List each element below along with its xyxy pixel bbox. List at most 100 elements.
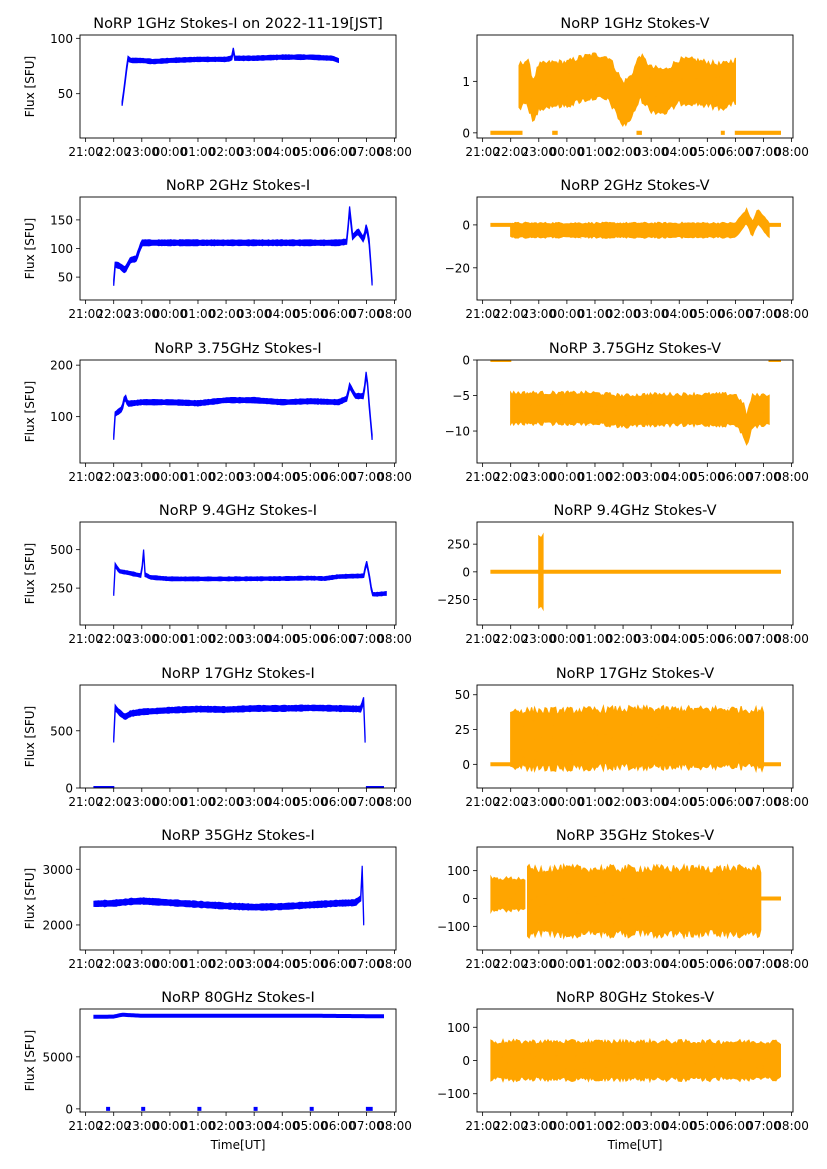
data-point — [527, 230, 529, 233]
data-band — [538, 532, 544, 612]
data-point — [559, 232, 562, 234]
x-tick-label: 05:00 — [293, 145, 328, 159]
data-point — [605, 93, 608, 96]
x-tick-label: 00:00 — [550, 632, 585, 646]
data-point — [564, 413, 566, 416]
data-point — [530, 879, 532, 881]
x-tick-label: 02:00 — [209, 307, 244, 321]
x-tick-label: 22:00 — [96, 1119, 131, 1133]
data-point — [651, 899, 653, 901]
data-point — [551, 227, 553, 229]
data-point — [509, 910, 511, 912]
x-tick-label: 07:00 — [349, 470, 384, 484]
axes-frame — [476, 684, 794, 789]
panel-1GHz-V: 21:0022:0023:0000:0001:0002:0003:0004:00… — [462, 16, 809, 159]
series-segment — [760, 896, 782, 901]
data-point — [613, 78, 615, 81]
x-tick-label: 23:00 — [521, 1119, 556, 1133]
data-point — [683, 73, 685, 75]
panel-title: NoRP 17GHz Stokes-V — [556, 666, 714, 682]
data-point — [504, 1068, 507, 1071]
data-point — [563, 722, 566, 724]
series-segment — [490, 1037, 782, 1084]
data-point — [650, 234, 652, 236]
x-tick-label: 06:00 — [321, 795, 356, 809]
data-point — [682, 222, 684, 224]
data-point — [717, 411, 719, 413]
x-tick-label: 21:00 — [465, 1119, 500, 1133]
data-point — [582, 738, 584, 741]
panel-2GHz-V: 21:0022:0023:0000:0001:0002:0003:0004:00… — [445, 178, 809, 321]
data-point — [671, 81, 673, 83]
data-point — [622, 898, 625, 900]
data-point — [628, 231, 630, 234]
x-tick-label: 23:00 — [521, 632, 556, 646]
data-point — [583, 1061, 586, 1063]
data-point — [767, 1049, 770, 1051]
data-band — [197, 1106, 202, 1111]
data-point — [508, 1055, 511, 1058]
data-point — [603, 401, 605, 404]
data-point — [566, 878, 568, 880]
data-point — [584, 228, 587, 230]
x-tick-label: 00:00 — [550, 307, 585, 321]
x-tick-label: 01:00 — [181, 307, 216, 321]
data-point — [744, 715, 746, 717]
data-point — [568, 228, 571, 230]
data-point — [582, 1045, 584, 1047]
data-point — [681, 78, 683, 81]
x-tick-label: 07:00 — [349, 307, 384, 321]
x-tick-label: 06:00 — [718, 1119, 753, 1133]
data-point — [661, 910, 664, 912]
data-point — [674, 737, 676, 739]
x-tick-label: 23:00 — [124, 1119, 159, 1133]
data-point — [749, 223, 751, 225]
data-point — [690, 893, 692, 895]
data-point — [536, 896, 538, 898]
data-point — [692, 1063, 694, 1066]
series-segment — [762, 762, 782, 767]
data-point — [530, 233, 532, 235]
data-point — [580, 237, 582, 240]
data-point — [550, 1051, 552, 1054]
x-tick-label: 07:00 — [349, 957, 384, 971]
data-point — [673, 754, 675, 756]
x-tick-label: 03:00 — [634, 307, 669, 321]
data-point — [583, 1067, 586, 1069]
data-point — [634, 234, 636, 236]
data-band — [510, 704, 765, 773]
series-segment — [526, 862, 762, 940]
data-point — [530, 899, 533, 901]
panel-title: NoRP 80GHz Stokes-V — [556, 990, 714, 1006]
data-point — [615, 1076, 617, 1079]
data-point — [554, 1051, 556, 1053]
data-point — [550, 224, 552, 226]
x-tick-label: 22:00 — [493, 470, 528, 484]
data-band — [365, 1106, 373, 1111]
data-point — [661, 410, 664, 413]
data-point — [756, 1067, 758, 1069]
x-tick-label: 01:00 — [181, 1119, 216, 1133]
data-point — [748, 418, 751, 420]
data-point — [623, 231, 625, 233]
data-point — [579, 925, 582, 927]
data-point — [551, 736, 554, 739]
data-point — [732, 1054, 734, 1057]
data-point — [769, 1064, 771, 1066]
x-tick-label: 02:00 — [209, 795, 244, 809]
x-tick-label: 22:00 — [493, 795, 528, 809]
data-point — [681, 875, 684, 877]
data-point — [530, 404, 533, 406]
data-point — [544, 903, 546, 905]
x-tick-label: 21:00 — [68, 957, 103, 971]
panel-title: NoRP 9.4GHz Stokes-I — [159, 503, 317, 519]
data-point — [595, 411, 598, 413]
data-point — [519, 748, 522, 751]
data-point — [599, 1073, 601, 1076]
data-point — [650, 232, 652, 234]
x-tick-label: 00:00 — [153, 307, 188, 321]
data-point — [515, 1060, 517, 1063]
data-point — [609, 1065, 611, 1068]
data-band — [768, 222, 782, 227]
data-point — [530, 404, 533, 407]
